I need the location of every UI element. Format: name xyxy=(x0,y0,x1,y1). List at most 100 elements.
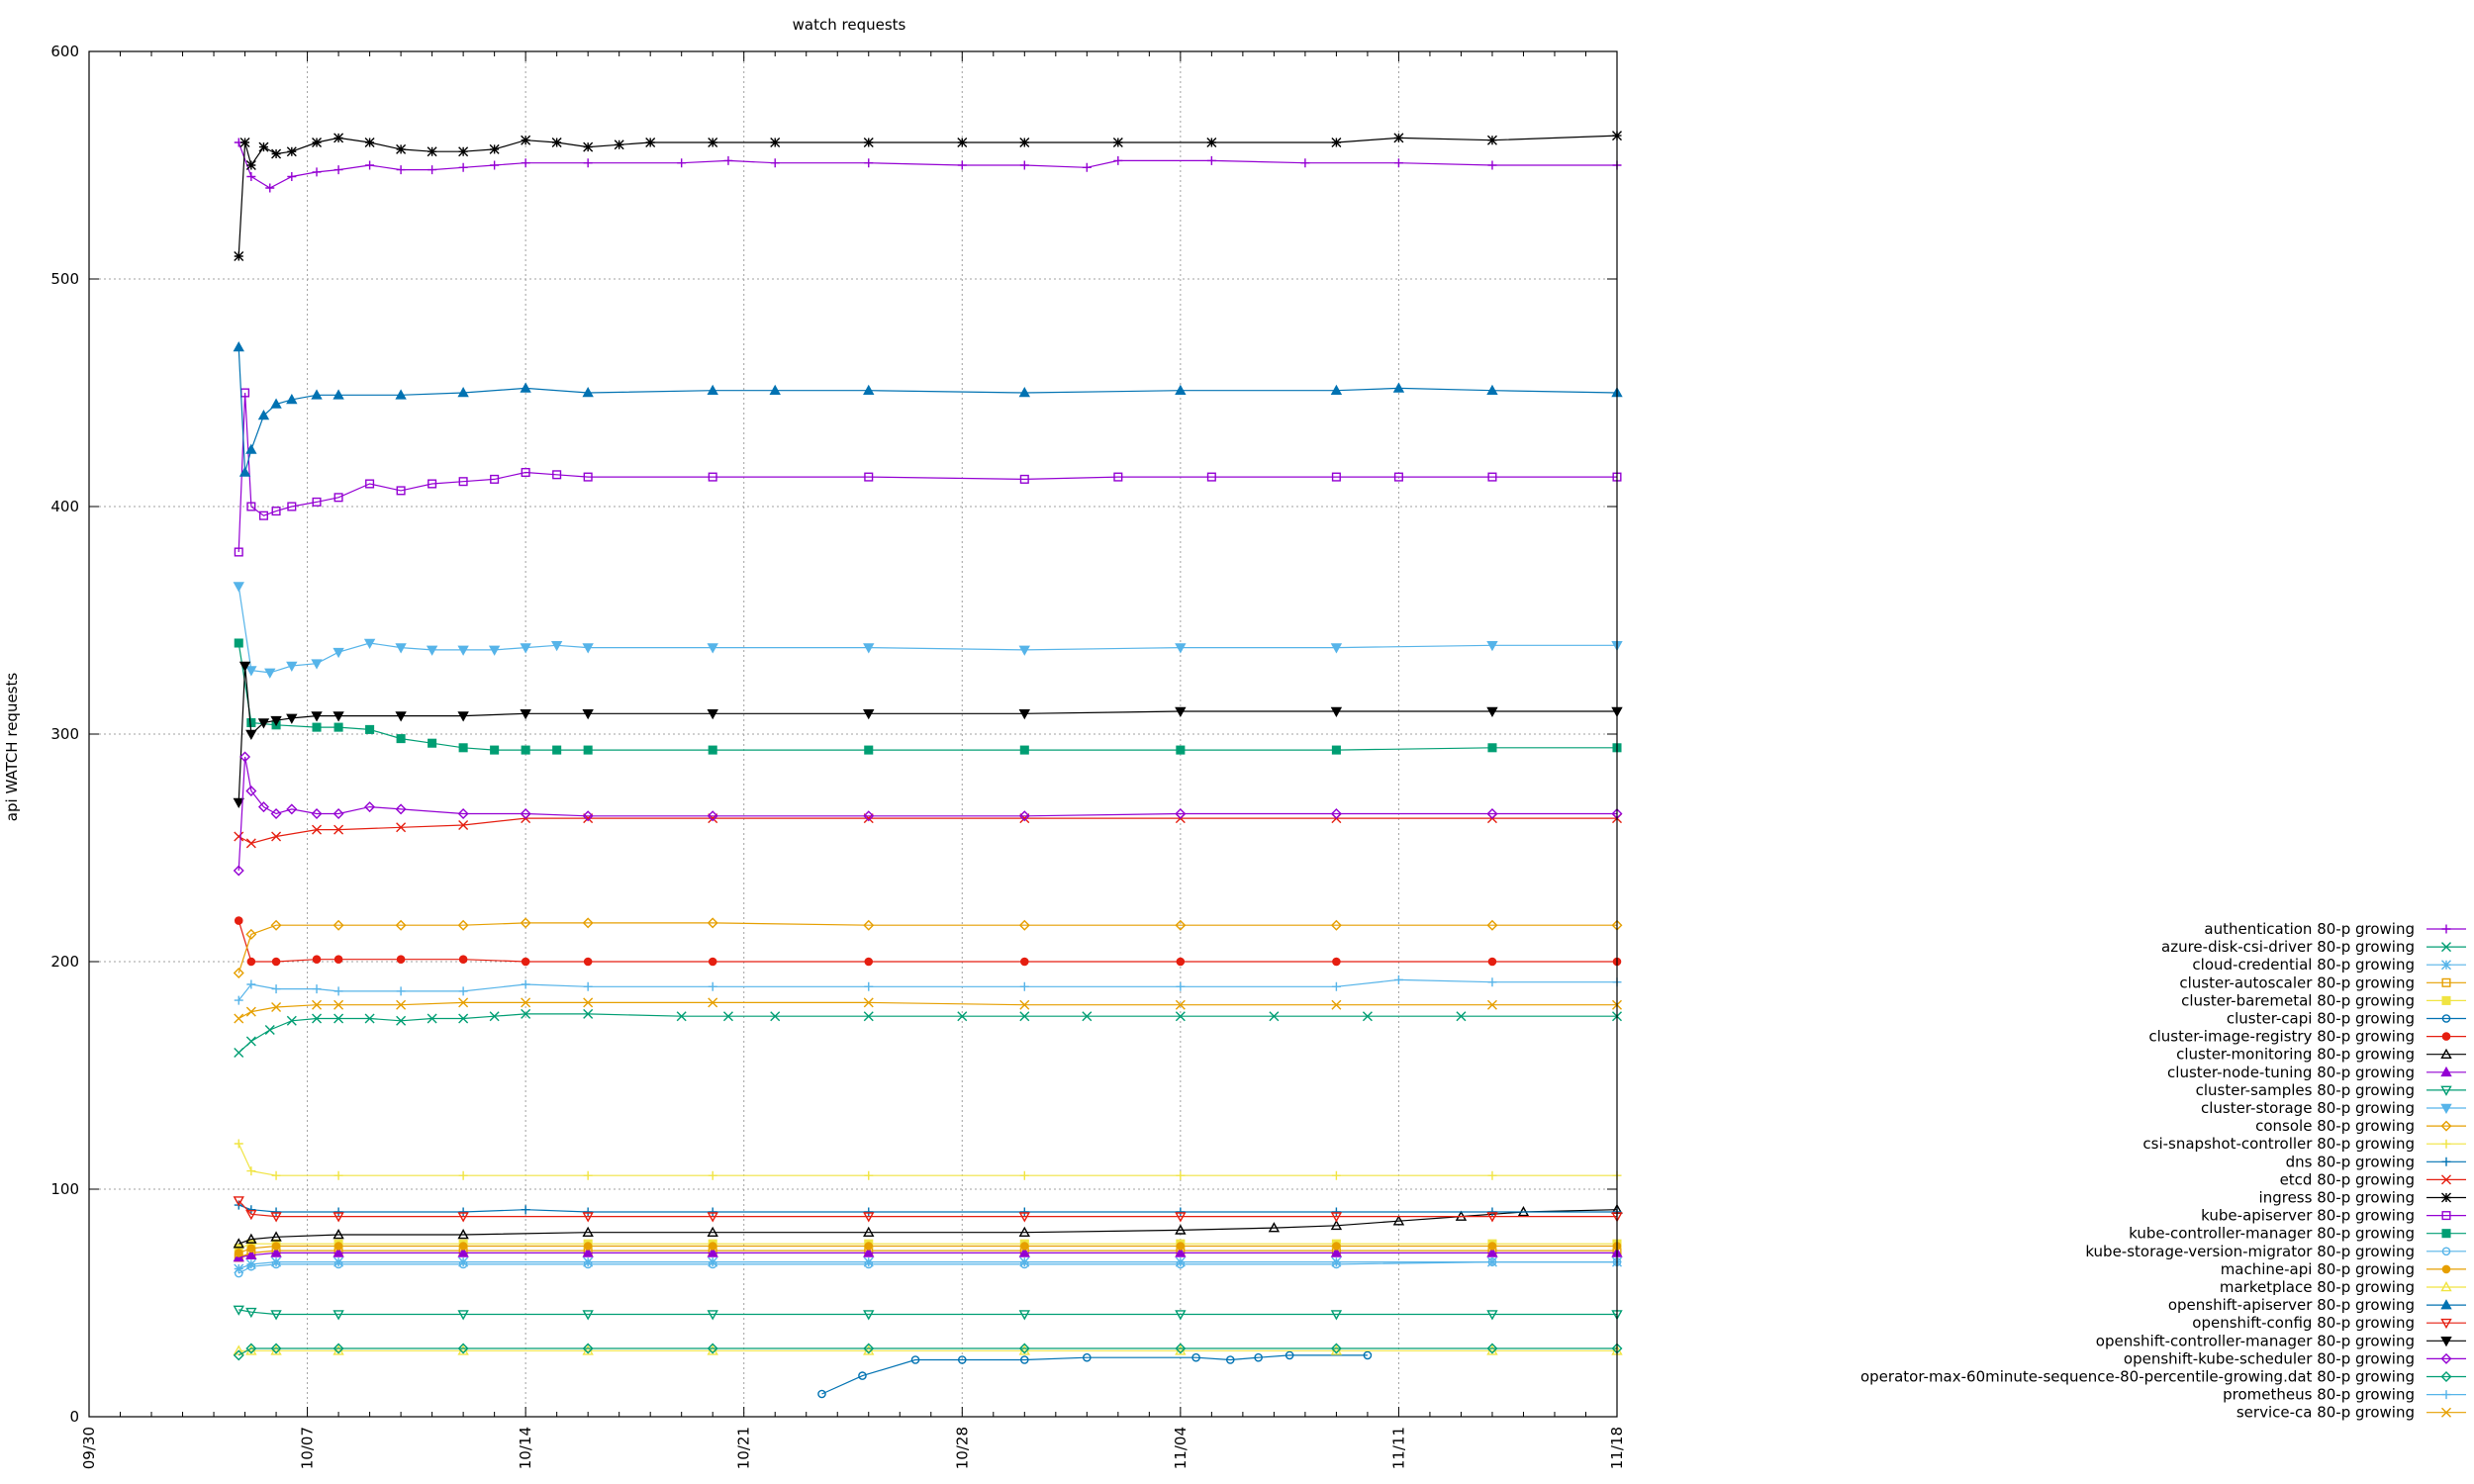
data-point xyxy=(1113,155,1123,165)
data-point xyxy=(1206,138,1217,147)
data-point xyxy=(707,1310,718,1321)
data-point xyxy=(1176,981,1186,991)
data-point xyxy=(333,1310,344,1321)
series-25 xyxy=(233,1343,1623,1361)
legend-label: kube-apiserver 80-p growing xyxy=(2201,1207,2415,1225)
data-point xyxy=(333,1256,344,1267)
x-tick-label: 10/07 xyxy=(299,1427,317,1469)
data-point xyxy=(488,645,501,656)
data-point xyxy=(364,138,375,147)
series-line xyxy=(238,1252,1617,1258)
data-point xyxy=(257,410,270,420)
data-point xyxy=(257,718,270,729)
legend-label: kube-storage-version-migrator 80-p growi… xyxy=(2085,1243,2415,1260)
series-5 xyxy=(817,1350,1373,1399)
data-point xyxy=(1330,919,1342,931)
legend-label: cluster-node-tuning 80-p growing xyxy=(2167,1064,2415,1081)
data-point xyxy=(457,1229,469,1240)
data-point xyxy=(1020,1242,1029,1251)
data-point xyxy=(286,803,298,815)
data-point xyxy=(1486,641,1498,652)
data-point xyxy=(864,745,874,755)
legend-entry: authentication 80-p growing xyxy=(2204,920,2466,938)
data-point xyxy=(245,1036,256,1047)
data-point xyxy=(708,1256,718,1267)
data-point xyxy=(864,957,874,967)
data-point xyxy=(1487,1242,1497,1251)
data-point xyxy=(1486,808,1498,819)
legend-marker xyxy=(2440,1318,2452,1330)
data-point xyxy=(582,917,594,929)
data-point xyxy=(458,820,469,830)
data-point xyxy=(1175,1343,1187,1354)
data-point xyxy=(333,955,343,965)
data-point xyxy=(234,916,243,925)
data-point xyxy=(457,1310,469,1321)
data-point xyxy=(333,389,344,400)
data-point xyxy=(239,751,251,763)
data-point xyxy=(364,1013,375,1024)
data-point xyxy=(246,1205,256,1215)
data-point xyxy=(1019,1011,1030,1022)
data-point xyxy=(1332,1259,1341,1269)
data-point xyxy=(707,709,718,720)
data-point xyxy=(245,786,257,796)
legend-entry: cluster-node-tuning 80-p growing xyxy=(2167,1064,2466,1081)
legend-label: openshift-kube-scheduler 80-p growing xyxy=(2124,1349,2415,1367)
data-point xyxy=(427,146,437,157)
data-point xyxy=(1019,138,1030,147)
data-point xyxy=(863,810,875,822)
legend-label: marketplace 80-p growing xyxy=(2220,1278,2415,1296)
data-point xyxy=(396,986,406,996)
data-point xyxy=(1175,808,1187,819)
series-line xyxy=(238,1001,1617,1020)
series-line xyxy=(238,1347,1617,1356)
legend-entry: cluster-samples 80-p growing xyxy=(2196,1081,2466,1099)
data-point xyxy=(457,808,469,819)
data-point xyxy=(582,1247,594,1257)
data-point xyxy=(1082,162,1092,172)
data-point xyxy=(234,1139,243,1149)
data-point xyxy=(333,999,344,1010)
data-point xyxy=(245,838,256,849)
data-point xyxy=(234,638,243,648)
legend-label: cluster-baremetal 80-p growing xyxy=(2181,991,2415,1009)
data-point xyxy=(1330,1247,1343,1257)
legend-entry: cluster-monitoring 80-p growing xyxy=(2176,1046,2466,1064)
data-point xyxy=(1487,1207,1497,1217)
data-point xyxy=(645,138,656,147)
series-line xyxy=(238,1204,1617,1213)
x-tick-label: 11/11 xyxy=(1389,1427,1407,1469)
data-point xyxy=(333,1343,344,1354)
data-point xyxy=(458,986,468,996)
data-point xyxy=(708,472,717,482)
data-point xyxy=(1191,1352,1200,1362)
data-point xyxy=(458,1242,468,1251)
data-point xyxy=(863,643,875,654)
series-line xyxy=(238,392,1617,553)
data-point xyxy=(1393,158,1403,168)
data-point xyxy=(233,797,244,808)
data-point xyxy=(1018,1247,1030,1257)
data-point xyxy=(1486,135,1497,145)
data-point xyxy=(521,158,530,168)
legend-entry: cluster-capi 80-p growing xyxy=(2227,1010,2466,1028)
data-point xyxy=(583,1256,594,1267)
data-point xyxy=(234,547,243,557)
data-point xyxy=(1175,384,1187,395)
data-point xyxy=(1330,1310,1343,1321)
data-point xyxy=(1487,472,1497,482)
data-point xyxy=(458,1259,468,1269)
data-point xyxy=(1456,1011,1467,1022)
series-7 xyxy=(233,1203,1623,1249)
series-21 xyxy=(233,341,1623,477)
data-point xyxy=(270,919,282,931)
data-point xyxy=(271,1242,281,1251)
x-tick-label: 10/21 xyxy=(735,1427,753,1469)
data-point xyxy=(363,638,376,649)
data-point xyxy=(238,661,251,672)
data-point xyxy=(1285,1350,1294,1360)
data-point xyxy=(246,957,256,967)
legend: authentication 80-p growingazure-disk-cs… xyxy=(1860,920,2466,1422)
data-point xyxy=(1254,1352,1263,1362)
